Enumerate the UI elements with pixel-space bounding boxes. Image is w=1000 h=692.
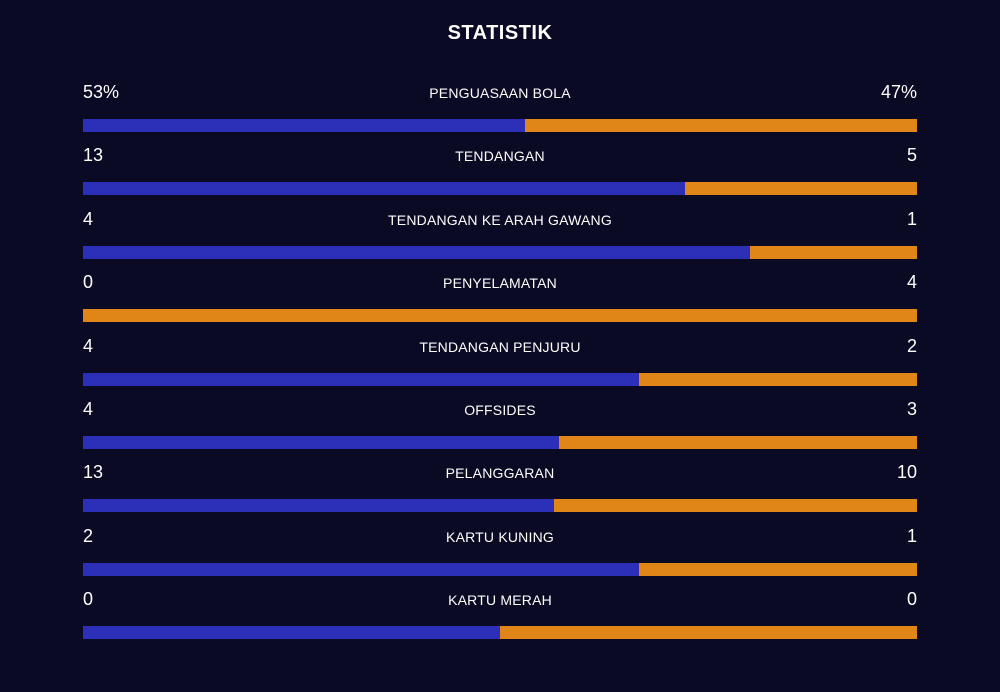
stat-row-corners: 4 TENDANGAN PENJURU 2 [83,334,917,397]
away-bar [525,119,917,132]
away-bar [639,372,917,386]
stat-label: TENDANGAN [455,148,545,165]
away-bar [559,435,917,449]
home-bar [83,372,640,386]
home-value: 4 [83,208,94,229]
away-value: 10 [896,462,917,483]
stat-label: PELANGGARAN [445,465,555,482]
home-bar [83,562,640,576]
home-value: 0 [83,589,94,610]
comparison-bar [83,562,917,576]
home-bar [83,626,500,640]
stats-title: STATISTIK [447,22,553,44]
away-bar [685,182,917,196]
home-value: 53% [83,82,120,102]
stat-row-shots-on-target: 4 TENDANGAN KE ARAH GAWANG 1 [83,207,917,270]
away-value: 0 [906,589,917,610]
away-value: 1 [906,525,917,546]
away-value: 2 [906,335,917,356]
stat-label: KARTU MERAH [448,592,552,609]
away-bar [750,245,917,259]
stat-label: TENDANGAN PENJURU [419,338,581,355]
home-bar [83,499,555,513]
home-bar [83,119,526,132]
stat-row-fouls: 13 PELANGGARAN 10 [83,460,917,523]
comparison-bar [83,309,917,323]
stat-row-red-cards: 0 KARTU MERAH 0 [83,587,917,650]
away-value: 4 [906,272,917,293]
stats-list: 53% PENGUASAAN BOLA 47% 13 TENDANGAN 5 4… [83,80,917,651]
away-bar [83,309,917,323]
away-value: 3 [906,398,917,419]
away-bar [639,562,917,576]
home-value: 2 [83,525,94,546]
away-bar [500,626,917,640]
away-value: 5 [906,145,917,166]
comparison-bar [83,182,917,196]
comparison-bar [83,499,917,513]
away-value: 1 [906,208,917,229]
stat-label: PENYELAMATAN [443,275,557,292]
stat-row-yellow-cards: 2 KARTU KUNING 1 [83,524,917,587]
home-value: 13 [83,462,104,483]
away-value: 47% [880,82,917,102]
comparison-bar [83,245,917,259]
home-value: 0 [83,272,94,293]
stat-row-shots: 13 TENDANGAN 5 [83,143,917,206]
stat-row-offsides: 4 OFFSIDES 3 [83,397,917,460]
comparison-bar [83,435,917,449]
comparison-bar [83,626,917,640]
home-bar [83,245,751,259]
comparison-bar [83,119,917,132]
home-value: 4 [83,335,94,356]
home-bar [83,435,560,449]
home-bar [83,182,686,196]
stat-row-saves: 0 PENYELAMATAN 4 [83,270,917,333]
home-value: 13 [83,145,104,166]
home-value: 4 [83,398,94,419]
stat-label: OFFSIDES [464,401,536,418]
away-bar [554,499,917,513]
comparison-bar [83,372,917,386]
stat-row-possession: 53% PENGUASAAN BOLA 47% [83,80,917,143]
stat-label: TENDANGAN KE ARAH GAWANG [388,211,612,228]
stat-label: PENGUASAAN BOLA [429,85,571,101]
stat-label: KARTU KUNING [446,528,554,545]
